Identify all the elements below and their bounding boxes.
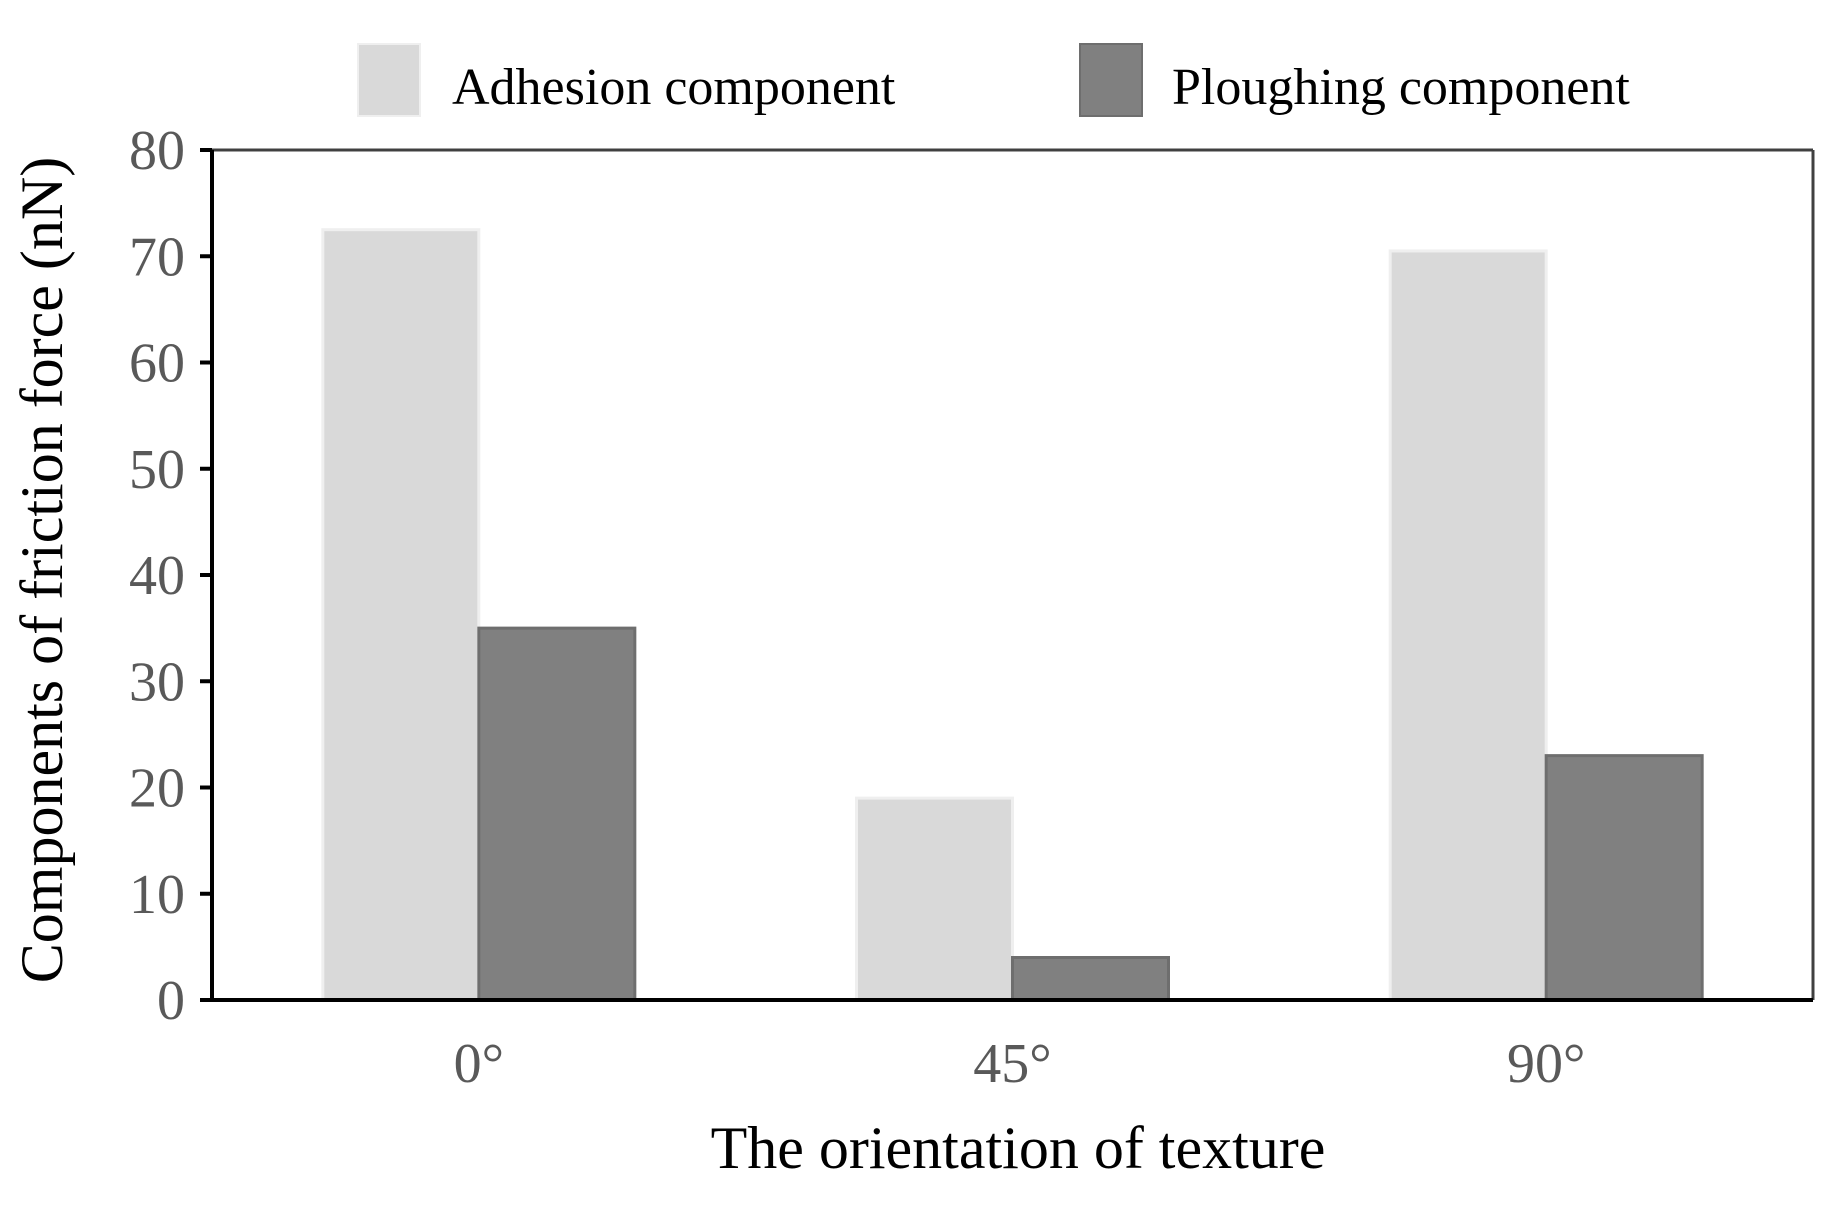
legend: Adhesion component Ploughing component [357, 43, 1630, 117]
y-tick-label: 50 [129, 439, 185, 501]
x-axis-title: The orientation of texture [711, 1115, 1326, 1181]
bar-adhesion-0 [321, 228, 481, 1002]
x-axis-ticks: 0° 45° 90° [454, 1033, 1586, 1095]
y-axis-title: Components of friction force (nN) [9, 157, 75, 983]
y-tick-label: 0 [157, 970, 185, 1032]
y-tick-label: 70 [129, 226, 185, 288]
y-tick-label: 30 [129, 651, 185, 713]
y-tick-label: 10 [129, 864, 185, 926]
x-tick-label: 90° [1507, 1033, 1585, 1095]
y-axis-ticks: 0 10 20 30 40 50 60 70 80 [129, 120, 212, 1032]
bar-ploughing-0 [477, 626, 637, 1002]
bar-ploughing-2 [1544, 754, 1704, 1002]
legend-label-ploughing: Ploughing component [1172, 59, 1630, 116]
y-tick-label: 40 [129, 545, 185, 607]
x-tick-label: 45° [973, 1033, 1051, 1095]
bar-adhesion-1 [855, 796, 1014, 1002]
bar-adhesion-2 [1388, 249, 1548, 1002]
legend-swatch-adhesion [357, 43, 421, 117]
legend-swatch-ploughing [1079, 43, 1143, 117]
bar-group [321, 228, 1704, 1002]
legend-label-adhesion: Adhesion component [452, 59, 896, 116]
y-tick-label: 60 [129, 333, 185, 395]
x-tick-label: 0° [454, 1033, 504, 1095]
y-tick-label: 80 [129, 120, 185, 182]
y-tick-label: 20 [129, 758, 185, 820]
bar-ploughing-1 [1011, 956, 1170, 1002]
